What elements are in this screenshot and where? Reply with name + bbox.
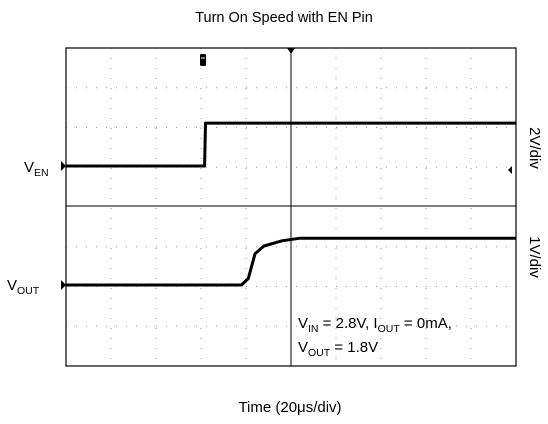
channel-marker-icon-out [61, 280, 66, 290]
chart-title: Turn On Speed with EN Pin [195, 10, 373, 26]
channel-marker-icon-en [61, 161, 66, 171]
series-line-vout [66, 236, 516, 287]
conditions-annotation-line2: VOUT = 1.8V [298, 339, 378, 359]
channel-label-ven: VEN [24, 159, 49, 179]
x-axis-label: Time (20μs/div) [238, 399, 341, 416]
scale-label-vout: 1V/div [526, 236, 543, 278]
trigger-position-marker [287, 48, 295, 54]
trigger-marker-icon [200, 54, 206, 66]
trigger-level-marker-icon [508, 166, 512, 174]
scale-label-ven: 2V/div [526, 127, 543, 169]
series-line-ven [66, 121, 516, 168]
conditions-annotation-line1: VIN = 2.8V, IOUT = 0mA, [298, 315, 452, 335]
channel-label-vout: VOUT [7, 277, 40, 297]
